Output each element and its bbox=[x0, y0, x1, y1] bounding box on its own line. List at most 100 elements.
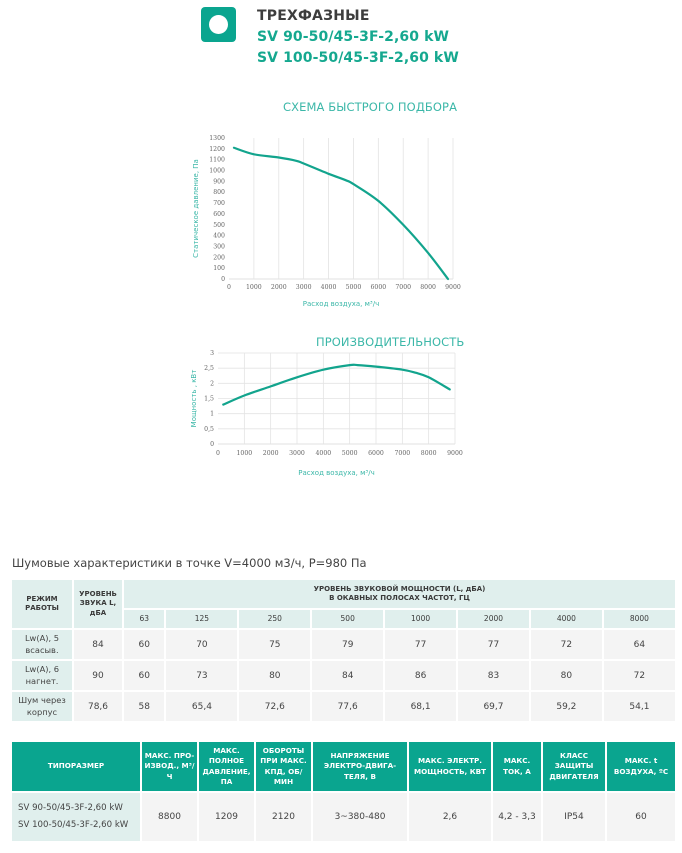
pressure-chart-title: СХЕМА БЫСТРОГО ПОДБОРА bbox=[283, 100, 458, 114]
noise-value: 84 bbox=[312, 661, 384, 690]
noise-row: Lw(A), 5 всасыв. 84 60 70 75 79 77 77 72 64 bbox=[12, 630, 675, 659]
noise-mode: Lw(A), 6 нагнет. bbox=[12, 661, 72, 690]
y-tick-label: 200 bbox=[213, 254, 225, 261]
specs-row: SV 90-50/45-3F-2,60 kW SV 100-50/45-3F-2… bbox=[12, 793, 675, 841]
spec-max-temp: 60 bbox=[607, 793, 675, 841]
spec-header: МАКС. ЭЛЕКТР. МОЩНОСТЬ, КВТ bbox=[409, 742, 491, 791]
y-tick-label: 1200 bbox=[209, 146, 225, 153]
freq-header: 2000 bbox=[458, 610, 529, 628]
spec-header: МАКС. ТОК, А bbox=[493, 742, 541, 791]
x-tick-label: 1000 bbox=[236, 450, 252, 457]
header-mode: РЕЖИМ РАБОТЫ bbox=[12, 580, 72, 628]
header-sound-level: УРОВЕНЬ ЗВУКА L, дБА bbox=[74, 580, 122, 628]
noise-value: 58 bbox=[124, 692, 165, 721]
noise-value: 54,1 bbox=[603, 692, 675, 721]
header-sound-power-line2: В ОКАВНЫХ ПОЛОСАХ ЧАСТОТ, ГЦ bbox=[329, 594, 470, 602]
x-tick-label: 0 bbox=[227, 284, 231, 291]
x-tick-label: 0 bbox=[216, 450, 220, 457]
noise-value: 70 bbox=[166, 630, 238, 659]
spec-model-2: SV 100-50/45-3F-2,60 kW bbox=[18, 820, 129, 830]
series-line bbox=[232, 146, 450, 281]
spec-header: КЛАСС ЗАЩИТЫ ДВИГАТЕЛЯ bbox=[543, 742, 605, 791]
noise-value: 73 bbox=[166, 661, 238, 690]
noise-value: 80 bbox=[530, 661, 602, 690]
x-tick-label: 6000 bbox=[368, 450, 384, 457]
y-axis-label: Статическое давление, Па bbox=[192, 159, 200, 258]
noise-value: 68,1 bbox=[385, 692, 457, 721]
noise-value: 64 bbox=[603, 630, 675, 659]
noise-value: 60 bbox=[124, 661, 165, 690]
freq-header: 4000 bbox=[530, 610, 602, 628]
x-tick-label: 3000 bbox=[296, 284, 312, 291]
x-tick-label: 5000 bbox=[346, 284, 362, 291]
noise-value: 83 bbox=[458, 661, 529, 690]
x-tick-label: 7000 bbox=[394, 450, 410, 457]
x-tick-label: 3000 bbox=[289, 450, 305, 457]
x-tick-label: 9000 bbox=[447, 450, 463, 457]
x-tick-label: 7000 bbox=[395, 284, 411, 291]
noise-value: 65,4 bbox=[166, 692, 238, 721]
noise-value: 59,2 bbox=[530, 692, 602, 721]
y-axis-label: Мощность , кВт bbox=[190, 370, 198, 428]
noise-value: 77 bbox=[458, 630, 529, 659]
noise-value: 80 bbox=[239, 661, 311, 690]
freq-header: 1000 bbox=[385, 610, 457, 628]
x-tick-label: 4000 bbox=[321, 284, 337, 291]
y-tick-label: 600 bbox=[213, 211, 225, 218]
x-tick-label: 4000 bbox=[315, 450, 331, 457]
header-sound-power: УРОВЕНЬ ЗВУКОВОЙ МОЩНОСТИ (L, дБА) В ОКА… bbox=[124, 580, 675, 608]
spec-header: ОБОРОТЫ ПРИ МАКС. КПД, ОБ/МИН bbox=[256, 742, 311, 791]
spec-max-flow: 8800 bbox=[142, 793, 197, 841]
y-tick-label: 0 bbox=[221, 276, 225, 283]
freq-header: 250 bbox=[239, 610, 311, 628]
specs-table: ТИПОРАЗМЕР МАКС. ПРО-ИЗВОД., М³/Ч МАКС. ПО… bbox=[10, 740, 677, 843]
noise-value: 72 bbox=[603, 661, 675, 690]
y-tick-label: 1100 bbox=[209, 157, 225, 164]
noise-level: 90 bbox=[74, 661, 122, 690]
series-line bbox=[222, 363, 451, 406]
x-tick-label: 8000 bbox=[421, 450, 437, 457]
spec-max-pressure: 1209 bbox=[199, 793, 254, 841]
noise-value: 86 bbox=[385, 661, 457, 690]
page-title: ТРЕХФАЗНЫЕ bbox=[257, 8, 370, 24]
noise-value: 72,6 bbox=[239, 692, 311, 721]
spec-header: НАПРЯЖЕНИЕ ЭЛЕКТРО-ДВИГА-ТЕЛЯ, В bbox=[313, 742, 407, 791]
spec-rpm: 2120 bbox=[256, 793, 311, 841]
spec-protection: IP54 bbox=[543, 793, 605, 841]
noise-value: 72 bbox=[530, 630, 602, 659]
noise-value: 77,6 bbox=[312, 692, 384, 721]
x-tick-label: 2000 bbox=[263, 450, 279, 457]
x-tick-label: 8000 bbox=[420, 284, 436, 291]
y-tick-label: 500 bbox=[213, 222, 225, 229]
spec-voltage: 3~380-480 bbox=[313, 793, 407, 841]
y-tick-label: 1000 bbox=[209, 168, 225, 175]
noise-value: 79 bbox=[312, 630, 384, 659]
x-tick-label: 2000 bbox=[271, 284, 287, 291]
spec-model-1: SV 90-50/45-3F-2,60 kW bbox=[18, 802, 123, 813]
y-tick-label: 1 bbox=[210, 411, 214, 418]
noise-value: 60 bbox=[124, 630, 165, 659]
x-tick-label: 6000 bbox=[370, 284, 386, 291]
spec-power: 2,6 bbox=[409, 793, 491, 841]
spec-header: МАКС. ПРО-ИЗВОД., М³/Ч bbox=[142, 742, 197, 791]
spec-models: SV 90-50/45-3F-2,60 kW SV 100-50/45-3F-2… bbox=[12, 793, 140, 841]
model-name-1: SV 90-50/45-3F-2,60 kW bbox=[257, 29, 450, 45]
noise-level: 84 bbox=[74, 630, 122, 659]
y-tick-label: 0 bbox=[210, 441, 214, 448]
noise-level: 78,6 bbox=[74, 692, 122, 721]
x-axis-label: Расход воздуха, м³/ч bbox=[303, 300, 379, 308]
y-tick-label: 400 bbox=[213, 233, 225, 240]
y-tick-label: 800 bbox=[213, 189, 225, 196]
noise-table: РЕЖИМ РАБОТЫ УРОВЕНЬ ЗВУКА L, дБА УРОВЕН… bbox=[10, 578, 677, 723]
y-tick-label: 2,5 bbox=[204, 365, 214, 372]
model-name-2: SV 100-50/45-3F-2,60 kW bbox=[257, 50, 459, 66]
y-tick-label: 300 bbox=[213, 243, 225, 250]
spec-header: ТИПОРАЗМЕР bbox=[12, 742, 140, 791]
product-logo-icon bbox=[201, 7, 236, 42]
noise-value: 77 bbox=[385, 630, 457, 659]
y-tick-label: 100 bbox=[213, 265, 225, 272]
noise-value: 75 bbox=[239, 630, 311, 659]
noise-mode: Шум через корпус bbox=[12, 692, 72, 721]
